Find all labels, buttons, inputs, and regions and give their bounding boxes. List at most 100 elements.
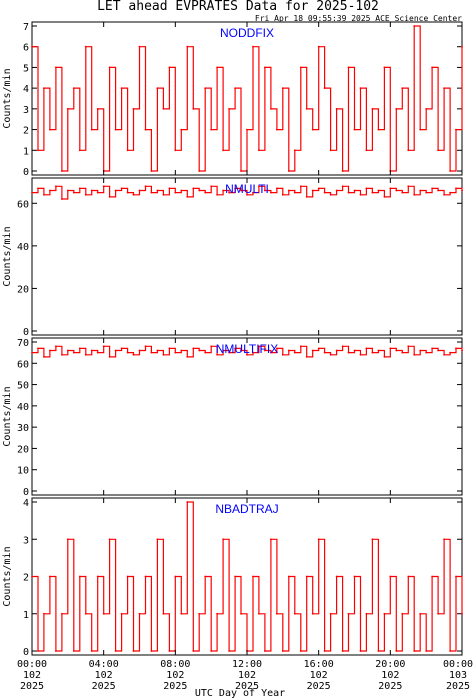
data-point — [252, 191, 254, 194]
x-tick-label-time: 00:00 — [17, 659, 47, 670]
y-axis-label: Counts/min — [2, 546, 13, 606]
y-tick-label: 3 — [23, 535, 29, 546]
data-point — [49, 575, 51, 578]
data-point — [383, 356, 386, 358]
data-point — [204, 351, 207, 354]
data-point — [383, 612, 386, 615]
data-point — [258, 612, 260, 615]
data-point — [192, 187, 195, 190]
data-point — [276, 347, 278, 350]
data-point — [353, 128, 356, 131]
data-point — [455, 128, 457, 131]
data-point — [144, 345, 147, 348]
data-point — [90, 189, 93, 192]
y-tick-label: 0 — [23, 167, 29, 178]
x-tick-label-year: 2025 — [92, 681, 116, 692]
data-point — [126, 575, 129, 578]
data-point — [311, 612, 314, 615]
y-tick-label: 1 — [23, 610, 29, 621]
data-point — [174, 575, 177, 578]
data-point — [371, 108, 374, 110]
data-point — [37, 650, 39, 652]
data-point — [228, 191, 231, 194]
data-point — [401, 87, 404, 89]
data-point — [317, 45, 320, 48]
y-axis-label: Counts/min — [2, 226, 13, 286]
data-point — [31, 575, 33, 578]
data-point — [126, 191, 129, 194]
data-point — [258, 345, 260, 348]
series-line — [32, 25, 463, 172]
data-point — [287, 189, 290, 192]
data-point — [359, 193, 362, 196]
data-point — [270, 351, 272, 354]
data-point — [347, 351, 350, 354]
data-point — [455, 347, 457, 350]
data-point — [258, 185, 260, 188]
x-tick-label-time: 00:00 — [443, 659, 473, 670]
data-point — [132, 353, 135, 356]
data-point — [293, 149, 296, 152]
data-point — [84, 612, 87, 615]
data-point — [162, 193, 165, 196]
data-point — [61, 353, 63, 356]
data-point — [144, 575, 147, 578]
data-point — [78, 347, 81, 350]
data-point — [425, 650, 428, 652]
data-point — [210, 650, 213, 652]
data-point — [264, 650, 266, 652]
data-point — [186, 45, 189, 48]
data-point — [150, 191, 153, 194]
data-point — [329, 193, 332, 196]
data-point — [371, 538, 374, 541]
y-axis-label: Counts/min — [2, 68, 13, 128]
y-tick-label: 0 — [23, 327, 29, 338]
data-point — [317, 538, 320, 541]
y-tick-label: 2 — [23, 126, 29, 137]
data-point — [305, 575, 308, 578]
panel-label: NODDFIX — [220, 26, 274, 40]
data-point — [216, 66, 219, 69]
data-point — [90, 128, 93, 131]
data-point — [204, 191, 207, 194]
data-point — [234, 347, 237, 350]
data-point — [132, 650, 135, 652]
y-tick-label: 2 — [23, 573, 29, 584]
data-point — [293, 191, 296, 194]
y-tick-label: 0 — [23, 487, 29, 498]
x-tick-label-day: 102 — [166, 670, 184, 681]
x-tick-label-time: 20:00 — [375, 659, 405, 670]
data-point — [389, 187, 392, 190]
y-tick-label: 3 — [23, 105, 29, 116]
data-point — [413, 25, 416, 27]
data-point — [37, 187, 39, 190]
data-point — [311, 349, 314, 352]
data-point — [305, 356, 308, 358]
data-point — [431, 187, 433, 190]
timestamp-label: Fri Apr 18 09:55:39 2025 ACE Science Cen… — [255, 14, 462, 23]
data-point — [108, 196, 111, 198]
x-tick-label-time: 16:00 — [304, 659, 334, 670]
data-point — [401, 612, 404, 615]
data-point — [84, 193, 87, 196]
data-point — [84, 45, 87, 48]
x-tick-label-year: 2025 — [163, 681, 187, 692]
data-point — [431, 347, 433, 350]
data-point — [49, 189, 51, 192]
panel-nmultifix: 0 10 20 30 40 50 60 70 Counts/min NMULTIFIX — [2, 337, 463, 498]
data-point — [329, 149, 332, 152]
data-point — [168, 650, 171, 652]
data-point — [144, 185, 147, 188]
data-point — [66, 189, 69, 192]
data-point — [150, 170, 153, 172]
data-point — [323, 87, 326, 89]
data-point — [365, 347, 368, 350]
data-point — [126, 149, 129, 152]
x-tick-label-year: 2025 — [235, 681, 259, 692]
data-point — [234, 575, 237, 578]
data-point — [240, 612, 242, 615]
data-point — [287, 170, 290, 172]
data-point — [192, 650, 195, 652]
data-point — [102, 185, 105, 188]
data-point — [299, 345, 302, 348]
